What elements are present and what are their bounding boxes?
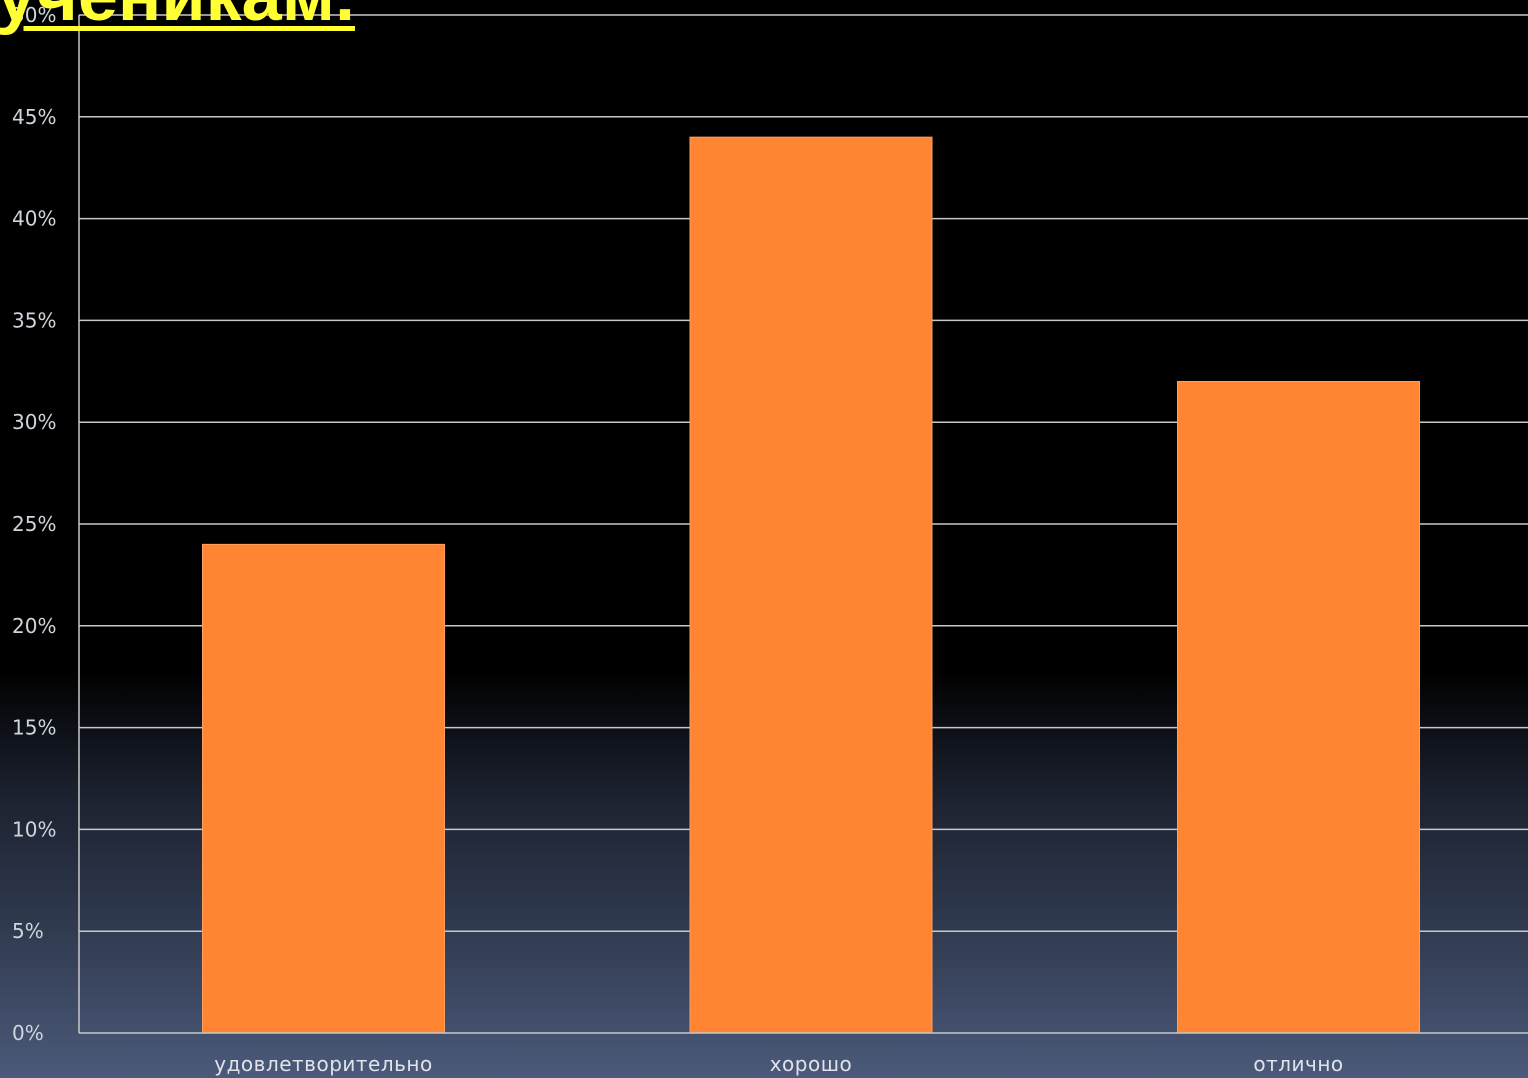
- x-category-label: хорошо: [770, 1052, 853, 1076]
- axes: [78, 15, 1528, 1034]
- bar-3: [1177, 380, 1420, 1034]
- y-axis-ticks: 0% 5% 10% 15% 20% 25% 30% 35% 40% 45% 50%: [12, 3, 56, 1045]
- y-tick-label: 50%: [12, 3, 56, 27]
- y-tick-label: 45%: [12, 105, 56, 129]
- bar-1: [202, 543, 445, 1034]
- y-tick-label: 35%: [12, 308, 56, 332]
- x-category-label: отлично: [1253, 1052, 1343, 1076]
- bar-2: [689, 136, 933, 1034]
- y-tick-label: 40%: [12, 207, 56, 231]
- x-axis-labels: удовлетворительно хорошо отлично: [214, 1052, 1343, 1076]
- y-tick-label: 20%: [12, 614, 56, 638]
- slide-title: ученикам.: [0, 0, 355, 38]
- y-tick-label: 15%: [12, 716, 56, 740]
- bars: [202, 136, 1420, 1034]
- y-tick-label: 25%: [12, 512, 56, 536]
- y-tick-label: 30%: [12, 410, 56, 434]
- x-category-label: удовлетворительно: [214, 1052, 432, 1076]
- y-tick-label: 0%: [12, 1021, 44, 1045]
- y-tick-label: 10%: [12, 817, 56, 841]
- y-tick-label: 5%: [12, 919, 44, 943]
